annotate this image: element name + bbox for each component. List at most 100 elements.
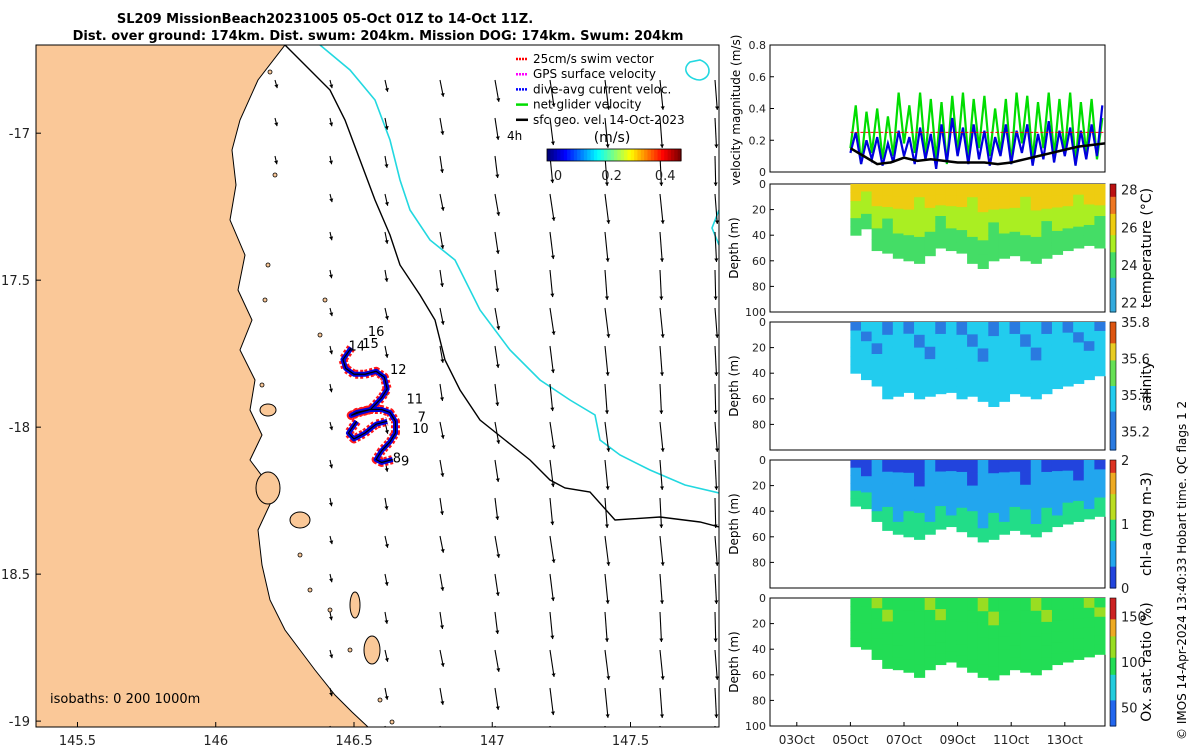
profile-cell <box>861 615 872 624</box>
profile-cell <box>903 184 914 197</box>
island <box>364 636 380 664</box>
small-island <box>260 383 264 387</box>
profile-cell <box>872 375 883 386</box>
profile-cell <box>1052 642 1063 654</box>
legend-label: GPS surface velocity <box>533 67 656 81</box>
profile-colorbar-cell <box>1110 343 1116 348</box>
profile-cell <box>1052 377 1063 389</box>
profile-cell <box>1031 662 1042 675</box>
velocity-vector <box>715 384 716 414</box>
profile-cell <box>1052 460 1063 472</box>
profile-cell <box>1052 231 1063 243</box>
profile-cell <box>978 515 989 529</box>
small-island <box>273 173 277 177</box>
profile-cell <box>956 484 967 496</box>
profile-cell <box>956 207 967 219</box>
profile-cell <box>1073 649 1084 660</box>
profile-colorbar-cell <box>1110 339 1116 344</box>
profile-colorbar-cell <box>1110 507 1116 512</box>
profile-cell <box>925 646 936 658</box>
velocity-vector <box>715 270 716 300</box>
profile-cell <box>935 518 946 530</box>
profile-cell <box>935 322 946 334</box>
profile-cell <box>946 239 957 251</box>
profile-cell <box>978 362 989 376</box>
profile-cell <box>999 598 1010 611</box>
profile-cell <box>1084 608 1095 618</box>
profile-cell <box>861 484 872 493</box>
profile-colorbar-cell <box>1110 184 1116 189</box>
profile-cell <box>1084 215 1095 226</box>
profile-cell <box>893 598 904 610</box>
profile-cell <box>914 611 925 625</box>
time-xtick-label: 03Oct <box>779 733 815 747</box>
profile-cell <box>925 371 936 384</box>
profile-cell <box>882 472 893 484</box>
profile-cell <box>999 375 1010 389</box>
profile-colorbar-cell <box>1110 611 1116 616</box>
profile-cell <box>935 227 946 238</box>
profile-colorbar-label: Ox. sat. ratio (%) <box>1139 602 1155 721</box>
profile-cell <box>1084 647 1095 657</box>
profile-cell <box>1094 617 1105 627</box>
profile-cell <box>1031 184 1042 198</box>
profile-colorbar-cell <box>1110 598 1116 603</box>
profile-cell <box>893 209 904 222</box>
profile-cell <box>903 660 914 673</box>
day-label: 10 <box>412 422 429 437</box>
profile-cell <box>1073 491 1084 502</box>
profile-cell <box>872 639 883 650</box>
profile-cell <box>999 335 1010 349</box>
profile-cell <box>1010 646 1021 658</box>
profile-cell <box>925 196 936 208</box>
profile-cell <box>1063 322 1074 333</box>
profile-cell <box>903 334 914 346</box>
profile-cell <box>946 381 957 393</box>
profile-cell <box>1031 636 1042 649</box>
profile-cell <box>1010 220 1021 232</box>
profile-ytick-label: 20 <box>752 204 766 217</box>
profile-cell <box>861 322 872 332</box>
profile-cell <box>1063 460 1074 471</box>
profile-cell <box>1094 195 1105 206</box>
profile-cell <box>882 598 893 610</box>
profile-cell <box>1063 333 1074 344</box>
profile-cell <box>872 206 883 218</box>
profile-cell <box>1020 610 1031 623</box>
profile-cell <box>1020 248 1031 261</box>
profile-cell <box>935 237 946 248</box>
profile-cell <box>925 472 936 485</box>
profile-cell <box>935 598 946 610</box>
profile-cell <box>850 460 861 468</box>
profile-cell <box>861 370 872 380</box>
isobaths-label: isobaths: 0 200 1000m <box>50 692 200 707</box>
profile-cell <box>946 515 957 527</box>
velocity-vector <box>715 498 716 528</box>
small-island <box>390 720 394 724</box>
profile-cell <box>914 360 925 373</box>
profile-colorbar-cell <box>1110 210 1116 215</box>
map-ytick-label: -17 <box>9 127 30 142</box>
profile-cell <box>882 460 893 472</box>
profile-cell <box>999 497 1010 510</box>
profile-cell <box>850 210 861 219</box>
profile-cell <box>1073 480 1084 491</box>
profile-colorbar-cell <box>1110 615 1116 620</box>
velocity-ytick-label: 0.2 <box>749 134 767 147</box>
profile-cell <box>903 369 914 381</box>
title-line1: SL209 MissionBeach20231005 05-Oct 01Z to… <box>117 12 533 27</box>
profile-cell <box>1094 460 1105 470</box>
profile-cell <box>850 483 861 491</box>
profile-cell <box>956 460 967 472</box>
profile-colorbar-cell <box>1110 278 1116 283</box>
profile-cell <box>872 491 883 502</box>
profile-cell <box>1063 228 1074 240</box>
profile-cell <box>914 651 925 665</box>
profile-colorbar-cell <box>1110 239 1116 244</box>
profile-cell <box>967 623 978 636</box>
profile-cell <box>903 222 914 235</box>
profile-cell <box>1063 503 1074 514</box>
profile-cell <box>978 460 989 474</box>
profile-cell <box>1010 598 1021 610</box>
profile-cell <box>1073 373 1084 384</box>
